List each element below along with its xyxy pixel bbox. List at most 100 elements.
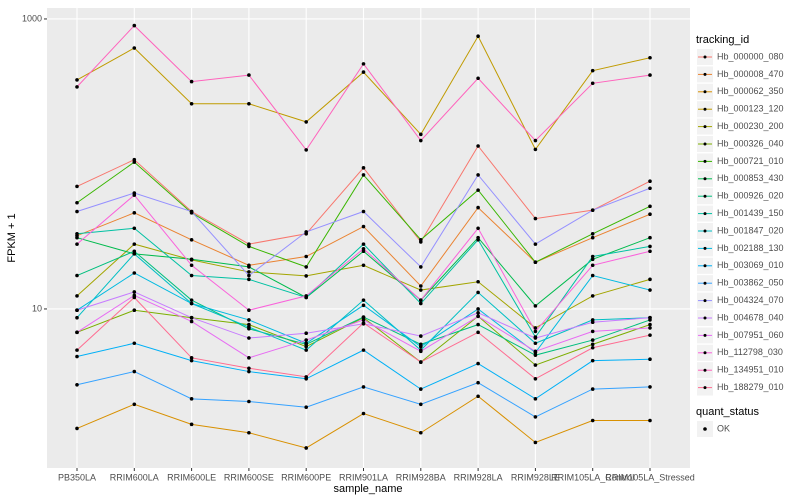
legend-label: Hb_000000_080	[717, 51, 784, 61]
data-point	[132, 402, 137, 407]
data-point	[476, 34, 480, 39]
data-point	[419, 265, 423, 269]
data-point	[533, 440, 538, 445]
legend-point	[703, 299, 707, 303]
legend-label: Hb_004678_040	[717, 312, 784, 322]
data-point	[590, 294, 595, 298]
data-point	[419, 334, 423, 338]
data-point	[247, 366, 251, 371]
data-point	[247, 308, 251, 313]
data-point	[304, 331, 309, 336]
data-point	[247, 336, 251, 340]
legend-point	[703, 107, 707, 111]
data-point	[533, 304, 538, 308]
legend-label: Hb_002188_130	[717, 243, 784, 253]
data-point	[361, 209, 366, 214]
data-point	[132, 341, 137, 346]
legend-label: Hb_000008_470	[717, 69, 784, 79]
data-point	[533, 147, 538, 152]
data-point	[189, 101, 194, 106]
data-point	[648, 385, 652, 389]
data-point	[361, 298, 366, 302]
data-point	[590, 358, 595, 363]
legend-point	[703, 72, 707, 76]
data-point	[189, 422, 194, 427]
data-point	[75, 308, 79, 313]
x-tick-label: RRIM600PE	[281, 472, 331, 482]
data-point	[247, 265, 251, 269]
data-point	[304, 375, 309, 379]
data-point	[533, 353, 538, 357]
legend-label: Hb_003862_050	[717, 278, 784, 288]
data-point	[419, 284, 423, 288]
data-point	[189, 237, 194, 242]
data-point	[361, 321, 366, 325]
data-point	[648, 315, 652, 320]
data-point	[75, 382, 79, 387]
data-point	[247, 399, 251, 404]
y-tick-label: 1000	[22, 13, 42, 23]
data-point	[533, 376, 538, 381]
data-point	[419, 132, 423, 137]
legend-point	[703, 212, 707, 216]
data-point	[361, 173, 366, 177]
data-point	[590, 342, 595, 347]
x-tick-label: RRIM600SE	[224, 472, 274, 482]
data-point	[247, 277, 251, 282]
data-point	[247, 356, 251, 360]
data-point	[189, 79, 194, 84]
data-point	[132, 252, 137, 256]
data-point	[476, 380, 480, 385]
data-point	[648, 326, 652, 330]
legend-label: Hb_001439_150	[717, 208, 784, 218]
data-point	[75, 354, 79, 359]
data-point	[533, 326, 538, 330]
legend-label: Hb_001847_020	[717, 225, 784, 235]
data-point	[361, 303, 366, 308]
data-point	[590, 329, 595, 334]
x-tick-label: RRIM928BA	[396, 472, 446, 482]
legend-point	[703, 368, 707, 372]
data-point	[648, 322, 652, 327]
data-point	[648, 204, 652, 209]
data-point	[247, 273, 251, 278]
data-point	[476, 279, 480, 284]
data-point	[590, 208, 595, 212]
data-point	[648, 288, 652, 292]
data-point	[590, 338, 595, 342]
legend-point	[703, 125, 707, 129]
x-tick-label: RRIM105LA_Control	[551, 472, 634, 482]
data-point	[590, 257, 595, 262]
data-point	[533, 216, 538, 221]
legend-point	[703, 386, 707, 390]
legend-label: Hb_003069_010	[717, 260, 784, 270]
data-point	[648, 249, 652, 254]
data-point	[189, 315, 194, 320]
data-point	[75, 209, 79, 214]
data-point	[304, 294, 309, 298]
data-point	[476, 311, 480, 315]
data-point	[361, 224, 366, 229]
x-tick-label: RRIM928LE	[511, 472, 560, 482]
data-point	[189, 257, 194, 262]
data-point	[75, 184, 79, 189]
legend-label: Hb_000926_020	[717, 191, 784, 201]
data-point	[304, 274, 309, 278]
data-point	[132, 308, 137, 313]
data-point	[304, 120, 309, 124]
legend-label: Hb_000123_120	[717, 104, 784, 114]
data-point	[419, 237, 423, 242]
data-point	[648, 244, 652, 249]
data-point	[590, 81, 595, 86]
data-point	[648, 277, 652, 282]
data-point	[476, 188, 480, 192]
data-point	[590, 345, 595, 350]
data-point	[590, 231, 595, 236]
data-point	[247, 270, 251, 274]
data-point	[361, 411, 366, 416]
legend-point	[703, 177, 707, 181]
data-point	[590, 263, 595, 268]
data-point	[533, 415, 538, 419]
legend-point	[703, 55, 707, 59]
